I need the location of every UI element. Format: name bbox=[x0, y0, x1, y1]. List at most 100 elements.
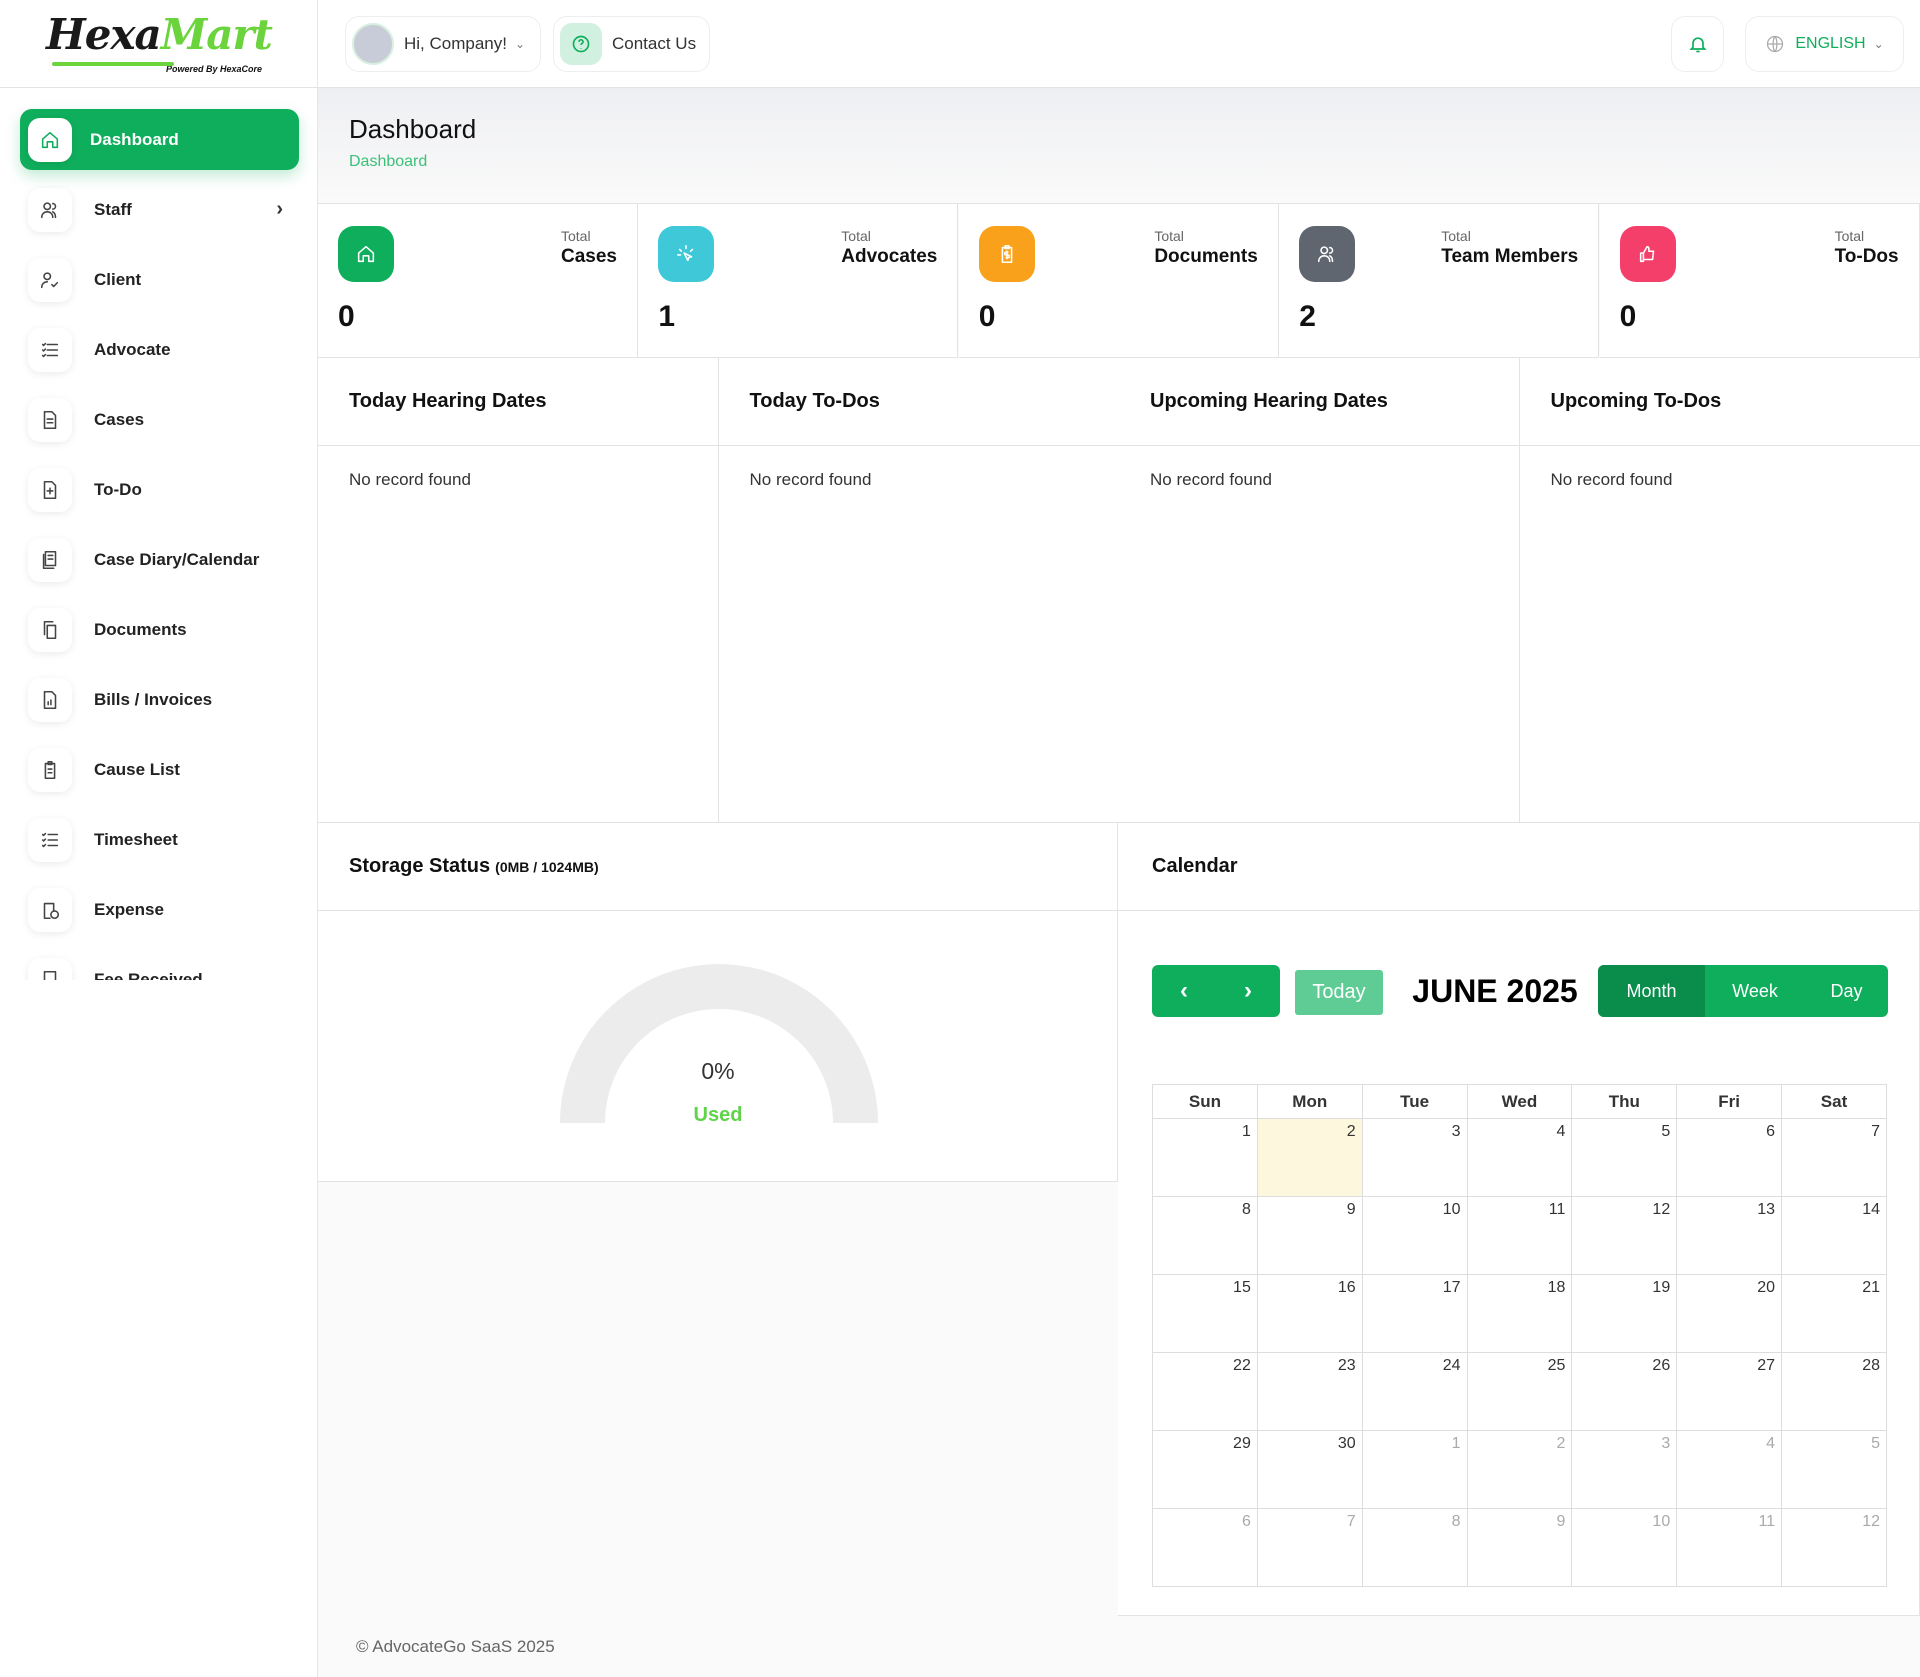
stat-card-team-members[interactable]: Total Team Members 2 bbox=[1279, 204, 1600, 358]
chevron-down-icon: ⌄ bbox=[1873, 37, 1884, 51]
calendar-day-cell[interactable]: 4 bbox=[1676, 1430, 1783, 1509]
stat-card-documents[interactable]: Total Documents 0 bbox=[958, 204, 1279, 358]
calendar-day-cell[interactable]: 9 bbox=[1466, 1508, 1573, 1587]
sidebar-item-label: Cause List bbox=[94, 759, 180, 779]
home-icon bbox=[338, 226, 394, 282]
calendar-day-cell[interactable]: 6 bbox=[1676, 1118, 1783, 1197]
stat-prefix: Total bbox=[841, 228, 871, 244]
clipboard-icon bbox=[28, 747, 72, 792]
calendar-day-cell[interactable]: 29 bbox=[1152, 1430, 1258, 1509]
calendar-day-cell[interactable]: 1 bbox=[1361, 1430, 1468, 1509]
calendar-day-cell[interactable]: 8 bbox=[1361, 1508, 1468, 1587]
calendar-day-cell[interactable]: 26 bbox=[1571, 1352, 1678, 1431]
calendar-day-cell[interactable]: 4 bbox=[1466, 1118, 1573, 1197]
today-button[interactable]: Today bbox=[1295, 970, 1383, 1015]
calendar-day-cell[interactable]: 20 bbox=[1676, 1274, 1783, 1353]
prev-month-button[interactable]: ‹ bbox=[1180, 977, 1188, 1004]
calendar-day-cell[interactable]: 11 bbox=[1466, 1196, 1573, 1275]
logo-text-accent: Mart bbox=[160, 10, 273, 59]
calendar-day-cell[interactable]: 12 bbox=[1571, 1196, 1678, 1275]
users-icon bbox=[28, 187, 72, 232]
calendar-day-cell[interactable]: 7 bbox=[1781, 1118, 1887, 1197]
language-selector[interactable]: ENGLISH ⌄ bbox=[1745, 16, 1904, 72]
calendar-day-cell[interactable]: 8 bbox=[1152, 1196, 1258, 1275]
notifications-button[interactable] bbox=[1671, 16, 1724, 72]
storage-used-label: Used bbox=[693, 1104, 743, 1126]
sidebar-item-timesheet[interactable]: Timesheet bbox=[20, 809, 299, 870]
sidebar-item-documents[interactable]: Documents bbox=[20, 599, 299, 660]
calendar-day-cell[interactable]: 23 bbox=[1256, 1352, 1363, 1431]
calendar-day-cell[interactable]: 27 bbox=[1676, 1352, 1783, 1431]
stat-card-to-dos[interactable]: Total To-Dos 0 bbox=[1599, 204, 1920, 358]
sidebar-item-label: Fee Received bbox=[94, 969, 203, 981]
calendar-day-cell[interactable]: 13 bbox=[1676, 1196, 1783, 1275]
click-icon bbox=[658, 226, 715, 282]
sidebar-item-label: To-Do bbox=[94, 479, 142, 499]
view-week-button[interactable]: Week bbox=[1732, 980, 1778, 1001]
user-menu[interactable]: Hi, Company! ⌄ bbox=[345, 16, 541, 72]
calendar-day-cell[interactable]: 28 bbox=[1781, 1352, 1887, 1431]
sidebar-item-staff[interactable]: Staff › bbox=[20, 179, 299, 240]
calendar-day-cell[interactable]: 5 bbox=[1781, 1430, 1887, 1509]
sidebar-item-client[interactable]: Client bbox=[20, 249, 299, 310]
calendar-day-cell[interactable]: 3 bbox=[1361, 1118, 1468, 1197]
page-title: Dashboard bbox=[349, 114, 477, 144]
panel-upcoming-to-dos: Upcoming To-Dos No record found bbox=[1519, 358, 1920, 823]
next-month-button[interactable]: › bbox=[1244, 977, 1252, 1004]
calendar-day-cell[interactable]: 2 bbox=[1256, 1118, 1363, 1197]
calendar-day-cell[interactable]: 18 bbox=[1466, 1274, 1573, 1353]
calendar-day-cell[interactable]: 15 bbox=[1152, 1274, 1258, 1353]
logo-underline bbox=[52, 62, 174, 66]
sidebar-item-bills-invoices[interactable]: Bills / Invoices bbox=[20, 669, 299, 730]
calendar-day-cell[interactable]: 10 bbox=[1571, 1508, 1678, 1587]
sidebar-item-cases[interactable]: Cases bbox=[20, 389, 299, 450]
calendar-day-cell[interactable]: 22 bbox=[1152, 1352, 1258, 1431]
list-icon bbox=[28, 327, 72, 372]
sidebar-item-to-do[interactable]: To-Do bbox=[20, 459, 299, 520]
stat-card-cases[interactable]: Total Cases 0 bbox=[318, 204, 638, 358]
calendar-title: Calendar bbox=[1152, 855, 1238, 877]
calendar-day-cell[interactable]: 1 bbox=[1152, 1118, 1258, 1197]
calendar-day-cell[interactable]: 16 bbox=[1256, 1274, 1363, 1353]
stat-card-advocates[interactable]: Total Advocates 1 bbox=[638, 204, 959, 358]
calendar-day-cell[interactable]: 11 bbox=[1676, 1508, 1783, 1587]
stat-value: 1 bbox=[658, 300, 676, 333]
sidebar-menu: Dashboard Staff › Client Advocate Cases To-Do C… bbox=[0, 100, 318, 980]
calendar-day-cell[interactable]: 2 bbox=[1466, 1430, 1573, 1509]
breadcrumb[interactable]: Dashboard bbox=[349, 153, 428, 170]
calendar-day-cell[interactable]: 19 bbox=[1571, 1274, 1678, 1353]
calendar-day-cell[interactable]: 24 bbox=[1361, 1352, 1468, 1431]
contact-us-button[interactable]: Contact Us bbox=[553, 16, 710, 72]
file-plus-icon bbox=[28, 467, 72, 512]
calendar-day-cell[interactable]: 5 bbox=[1571, 1118, 1678, 1197]
fee-icon bbox=[28, 957, 72, 980]
footer: © AdvocateGo SaaS 2025 bbox=[356, 1637, 555, 1656]
calendar-day-cell[interactable]: 21 bbox=[1781, 1274, 1887, 1353]
calendar-day-cell[interactable]: 30 bbox=[1256, 1430, 1363, 1509]
top-header: Hi, Company! ⌄ Contact Us ENGLISH ⌄ bbox=[318, 0, 1920, 88]
sidebar-item-expense[interactable]: Expense bbox=[20, 879, 299, 940]
sidebar-item-advocate[interactable]: Advocate bbox=[20, 319, 299, 380]
stat-value: 0 bbox=[338, 300, 355, 333]
sidebar-item-label: Staff bbox=[94, 199, 132, 219]
calendar-day-cell[interactable]: 25 bbox=[1466, 1352, 1573, 1431]
user-greeting: Hi, Company! bbox=[404, 34, 507, 53]
sidebar-item-case-diary-calendar[interactable]: Case Diary/Calendar bbox=[20, 529, 299, 590]
calendar-day-cell[interactable]: 7 bbox=[1256, 1508, 1363, 1587]
calendar-day-cell[interactable]: 6 bbox=[1152, 1508, 1258, 1587]
logo[interactable]: HexaMart Powered By HexaCore bbox=[0, 0, 318, 88]
view-month-button[interactable]: Month bbox=[1598, 965, 1705, 1017]
calendar-day-cell[interactable]: 17 bbox=[1361, 1274, 1468, 1353]
stat-value: 2 bbox=[1299, 300, 1316, 333]
calendar-day-cell[interactable]: 10 bbox=[1361, 1196, 1468, 1275]
sidebar-item-fee-received[interactable]: Fee Received bbox=[20, 949, 299, 980]
calendar-day-cell[interactable]: 12 bbox=[1781, 1508, 1887, 1587]
calendar-day-cell[interactable]: 14 bbox=[1781, 1196, 1887, 1275]
calendar-day-cell[interactable]: 3 bbox=[1571, 1430, 1678, 1509]
sidebar-item-dashboard[interactable]: Dashboard bbox=[20, 109, 299, 170]
sidebar-item-cause-list[interactable]: Cause List bbox=[20, 739, 299, 800]
view-day-button[interactable]: Day bbox=[1830, 980, 1863, 1001]
contact-label: Contact Us bbox=[612, 34, 697, 53]
empty-message: No record found bbox=[349, 470, 471, 489]
calendar-day-cell[interactable]: 9 bbox=[1256, 1196, 1363, 1275]
